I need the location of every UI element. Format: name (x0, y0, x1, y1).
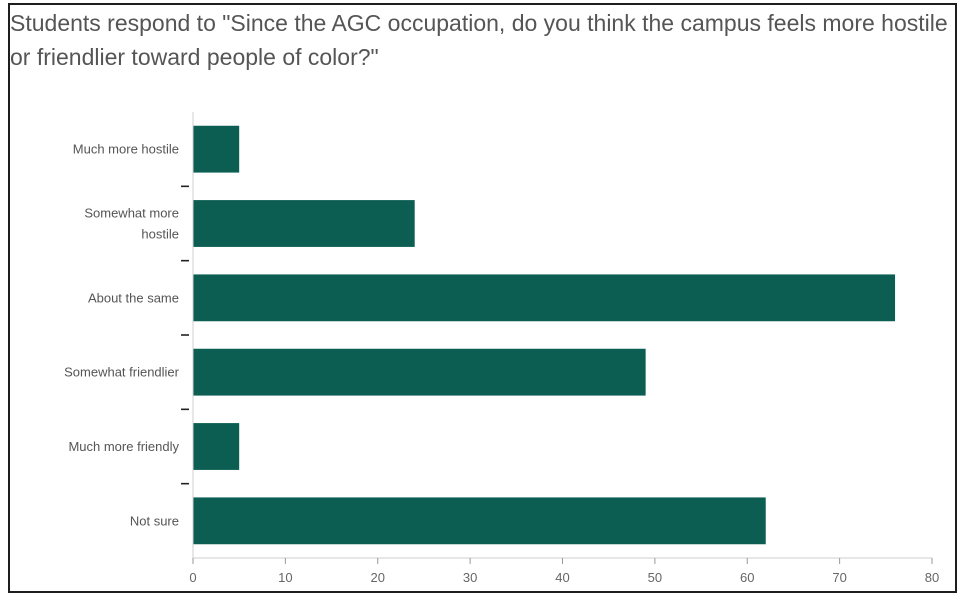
bars-group (193, 125, 896, 545)
x-tick-label: 50 (648, 570, 662, 585)
x-tick-label: 30 (463, 570, 477, 585)
x-tick-label: 0 (189, 570, 196, 585)
axes (181, 112, 932, 559)
bar (193, 125, 240, 173)
category-label: Somewhat more hostile (84, 206, 179, 242)
category-label: Not sure (130, 513, 179, 528)
bar (193, 274, 896, 322)
x-tick-label: 20 (371, 570, 385, 585)
category-labels: Much more hostile Somewhat more hostile Abo… (64, 142, 180, 529)
category-label: Somewhat friendlier (64, 365, 180, 380)
category-label: About the same (88, 290, 179, 305)
x-ticks: 0 10 20 30 40 50 60 70 80 (189, 558, 939, 585)
bar (193, 348, 646, 396)
x-tick-label: 40 (555, 570, 569, 585)
x-tick-label: 80 (925, 570, 939, 585)
x-tick-label: 70 (832, 570, 846, 585)
bar (193, 200, 415, 247)
x-tick-label: 10 (278, 570, 292, 585)
category-label: Much more hostile (73, 142, 179, 157)
category-label: Much more friendly (68, 439, 179, 454)
chart-title: Students respond to "Since the AGC occup… (10, 10, 948, 70)
bar (193, 497, 766, 545)
bar (193, 423, 240, 470)
x-tick-label: 60 (740, 570, 754, 585)
